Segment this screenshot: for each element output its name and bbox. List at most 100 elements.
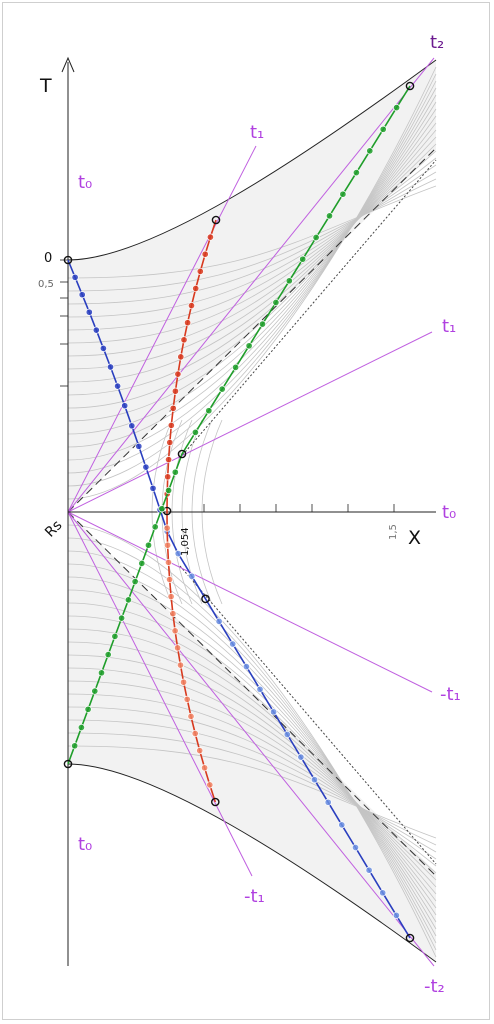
geodesic-point	[151, 523, 159, 531]
geodesic-point	[177, 449, 187, 459]
geodesic-point	[71, 273, 79, 281]
blue-geodesic	[63, 255, 415, 943]
grid-curve-lower	[67, 524, 437, 958]
geodesic-point	[218, 385, 226, 393]
grid-curve-lower	[67, 563, 437, 937]
axes	[60, 56, 436, 966]
geodesic-point	[351, 843, 360, 852]
geodesic-point	[256, 685, 264, 693]
geodesic-point	[352, 169, 360, 177]
upper-horizon-line	[67, 147, 437, 513]
t2-label-top: t₂	[430, 32, 444, 53]
grid-curve-upper	[67, 129, 437, 383]
geodesic-point	[258, 320, 267, 328]
geodesic-point	[405, 933, 415, 943]
geodesic-point	[177, 353, 185, 361]
grid-curve-upper	[67, 122, 437, 396]
geodesic-point	[169, 404, 177, 412]
geodesic-point	[171, 627, 179, 635]
geodesic-point	[379, 125, 387, 133]
geodesic-point	[196, 267, 204, 275]
grid-curve-upper	[67, 143, 437, 357]
t-axis-ticks	[60, 259, 68, 387]
grid-curve-lower	[67, 680, 437, 874]
grid-curve-upper	[67, 87, 437, 461]
geodesic-point	[166, 575, 174, 584]
t1-line-right	[67, 331, 433, 513]
minus-t1-line-lower	[67, 511, 253, 877]
geodesic-point	[167, 593, 175, 601]
lower-solid-boundary	[67, 763, 437, 963]
geodesic-point	[210, 797, 220, 807]
grid-curve-upper	[67, 101, 437, 435]
grid-curve-lower	[67, 641, 437, 895]
geodesic-point	[164, 473, 172, 481]
geodesic-point	[187, 302, 196, 310]
geodesic-point	[283, 730, 291, 739]
t-axis-label: T	[39, 75, 52, 97]
geodesic-point	[149, 484, 157, 492]
geodesic-point	[104, 651, 112, 659]
geodesic-point	[174, 550, 182, 558]
t0-label-lower-left: t₀	[78, 834, 92, 855]
minus-t2-line	[67, 511, 435, 967]
geodesic-point	[338, 821, 346, 829]
geodesic-point	[365, 866, 373, 874]
geodesic-point	[312, 233, 320, 242]
geodesic-point	[229, 640, 237, 648]
geodesic-point	[187, 712, 195, 720]
grid-curve-upper	[67, 80, 437, 474]
geodesic-point	[135, 442, 143, 450]
grid-curve-lower	[67, 550, 437, 944]
geodesic-point	[165, 456, 173, 464]
grid-curve-lower	[67, 576, 437, 930]
geodesic-point	[63, 759, 73, 769]
geodesic-point	[297, 753, 305, 761]
geodesic-point	[164, 541, 172, 549]
geodesic-point	[393, 104, 401, 112]
t-axis-arrow	[61, 56, 75, 73]
x-axis-ticks	[166, 504, 395, 512]
lower-horizon-line	[67, 511, 437, 877]
grid-curve-upper	[67, 164, 437, 318]
grid-curve-upper	[67, 73, 437, 487]
upper-dotted-boundary	[179, 159, 437, 459]
t2-line	[67, 57, 435, 513]
grid-curve-lower	[67, 628, 437, 902]
grid-curve-lower	[67, 706, 437, 860]
grid-curve-upper	[67, 150, 437, 344]
hyperbola-grid	[67, 66, 437, 958]
tick-label-zero: 0	[44, 251, 52, 266]
geodesic-point	[201, 764, 209, 772]
upper-shaded-region	[68, 60, 436, 512]
geodesic-point	[201, 250, 209, 258]
geodesic-point	[118, 614, 126, 622]
geodesic-point	[128, 422, 136, 430]
t0-label-upper-left: t₀	[78, 172, 92, 193]
labels: T X Rs 0 0,5 1,054 1,5 t₀ t₁ t₂ t₁ t₀ -t…	[38, 32, 461, 997]
geodesic-point	[92, 326, 100, 334]
grid-curve-lower	[67, 602, 437, 916]
grid-curve-lower	[67, 537, 437, 951]
geodesic-point	[392, 911, 400, 919]
geodesic-point	[167, 421, 175, 429]
geodesic-point	[310, 776, 319, 784]
tick-label-x-max: 1,5	[388, 524, 399, 540]
tick-label-x-min: 1,054	[180, 527, 191, 556]
geodesic-point	[166, 438, 174, 447]
geodesic-point	[232, 363, 240, 371]
geodesic-point	[169, 610, 177, 618]
minus-t2-label-bottom: -t₂	[424, 976, 445, 997]
geodesic-point	[270, 708, 278, 716]
geodesic-point	[299, 255, 307, 263]
geodesic-point	[71, 742, 79, 750]
geodesic-point	[111, 632, 119, 640]
geodesic-point	[379, 889, 387, 897]
geodesic-point	[206, 233, 214, 241]
geodesic-point	[191, 428, 199, 436]
green-geodesic	[63, 81, 415, 769]
geodesic-point	[206, 781, 214, 789]
geodesic-point	[121, 402, 129, 410]
